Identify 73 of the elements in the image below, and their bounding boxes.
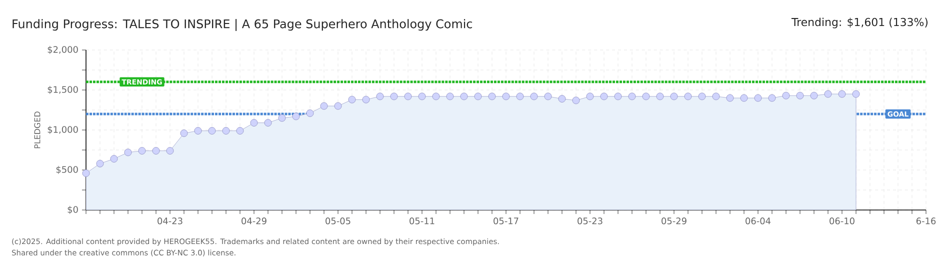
point [558, 95, 566, 102]
point [810, 92, 818, 100]
point [208, 127, 216, 134]
point [516, 92, 524, 100]
point [348, 96, 356, 104]
point [614, 92, 622, 100]
point [572, 96, 580, 104]
point [152, 147, 160, 154]
point [474, 92, 482, 100]
point [264, 119, 272, 126]
point [432, 92, 440, 100]
point [376, 92, 384, 100]
point [488, 92, 496, 100]
point [166, 147, 174, 154]
point [124, 148, 132, 156]
point [670, 92, 678, 100]
point [96, 160, 104, 168]
x-tick-label: 05-05 [326, 218, 350, 224]
point [656, 92, 664, 100]
point [726, 94, 734, 102]
point [250, 119, 258, 126]
point [698, 92, 706, 100]
point [684, 92, 692, 100]
x-tick-label: 05-11 [410, 218, 434, 224]
x-tick-label: 06-04 [746, 218, 771, 224]
point [796, 92, 804, 100]
x-tick-label: 04-29 [242, 218, 266, 224]
point [138, 147, 146, 154]
x-tick-label: 06-10 [830, 218, 854, 224]
text: Trending: $1,601 (133%) [791, 18, 928, 28]
point [600, 92, 608, 100]
point [180, 130, 188, 137]
point [838, 90, 846, 98]
point [586, 92, 594, 100]
x-tick-label: 6-16 [916, 218, 936, 224]
point [628, 92, 636, 100]
point [334, 102, 342, 110]
chart-title: Funding Progress: TALES TO INSPIRE | A 65 Page Superhero Anthology Comic [12, 19, 472, 31]
point [222, 127, 230, 134]
y-tick-label: $1,500 [48, 86, 78, 94]
point [502, 92, 510, 100]
point [852, 90, 860, 98]
point [306, 110, 314, 117]
point [642, 92, 650, 100]
point [82, 170, 90, 177]
point [446, 92, 454, 100]
point [320, 102, 328, 110]
point [530, 92, 538, 100]
point [278, 114, 286, 122]
x-tick-label: 05-29 [662, 218, 686, 224]
y-tick-label: $0 [68, 206, 78, 214]
point [460, 92, 468, 100]
point [712, 92, 720, 100]
point [404, 92, 412, 100]
point [362, 96, 370, 104]
point [782, 92, 790, 100]
point [768, 94, 776, 102]
y-tick-label: $500 [56, 166, 78, 174]
point [292, 112, 300, 120]
point [390, 92, 398, 100]
x-tick-label: 05-17 [494, 218, 518, 224]
y-tick-label: $2,000 [48, 46, 78, 54]
point [236, 127, 244, 134]
point [824, 90, 832, 98]
x-tick-label: 04-23 [158, 218, 182, 224]
point [418, 92, 426, 100]
point [544, 92, 552, 100]
point [740, 94, 748, 102]
point [754, 94, 762, 102]
y-tick-label: $1,000 [48, 126, 78, 134]
point [194, 127, 202, 134]
point [110, 155, 118, 162]
x-tick-label: 05-23 [578, 218, 602, 224]
